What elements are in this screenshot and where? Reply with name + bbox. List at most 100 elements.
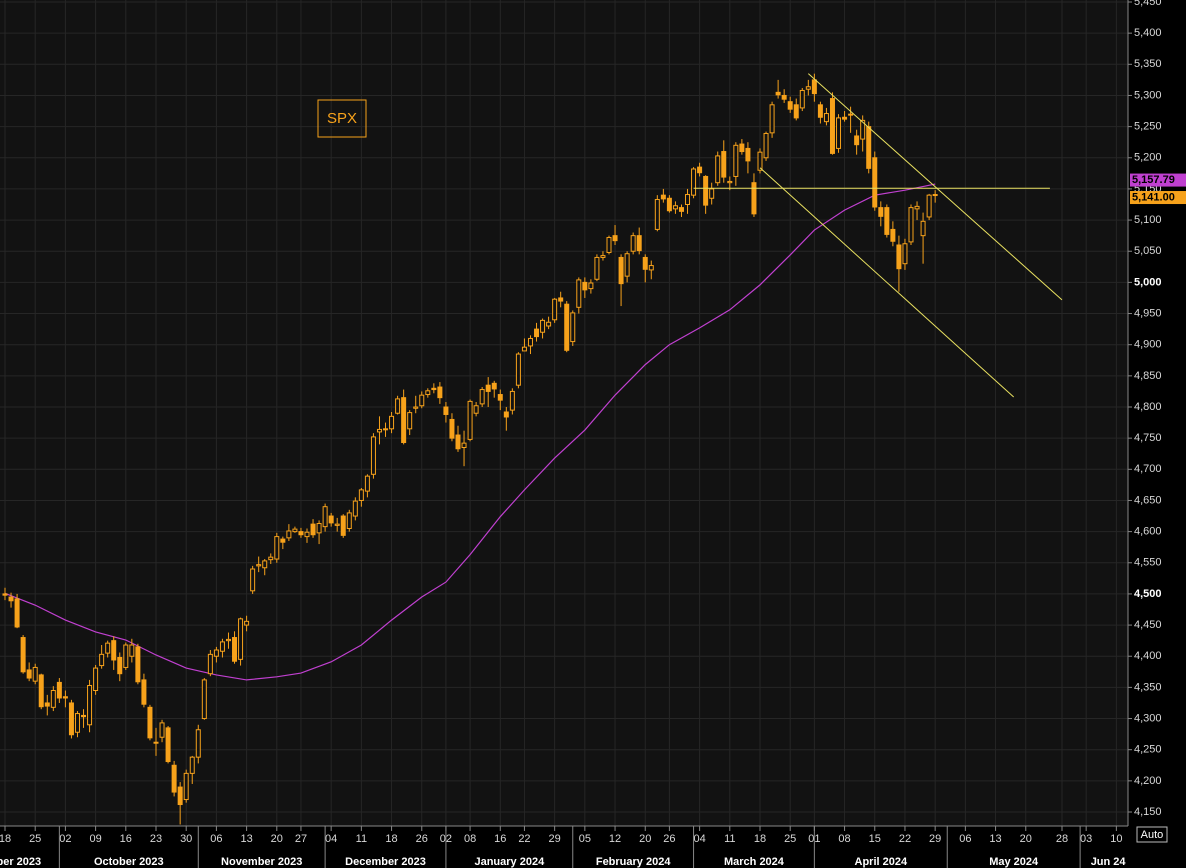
candle-body [534, 328, 540, 338]
month-label: January 2024 [474, 856, 545, 868]
auto-button[interactable] [1136, 826, 1168, 843]
candle-body [509, 390, 515, 411]
candle-body [685, 194, 691, 205]
candle-body [521, 346, 527, 352]
candle-body [244, 620, 250, 626]
x-tick-label: 15 [869, 833, 881, 845]
candle-body [648, 265, 654, 271]
candle-body [147, 706, 153, 739]
candle-body [219, 641, 225, 652]
candle-body [666, 197, 672, 212]
x-tick-label: 16 [494, 833, 506, 845]
x-tick-label: 18 [0, 833, 11, 845]
candle-body [262, 560, 268, 569]
y-tick-label: 4,300 [1134, 712, 1162, 724]
y-tick-label: 4,900 [1134, 339, 1162, 351]
candle-body [926, 194, 932, 218]
candle-body [678, 207, 684, 212]
axis-background [1128, 0, 1186, 868]
candle-body [932, 194, 938, 197]
candle-body [485, 384, 491, 392]
candle-body [207, 653, 213, 675]
candle-body [697, 166, 703, 174]
month-label: Jun 24 [1091, 856, 1127, 868]
candle-body [540, 319, 546, 333]
candle-body [745, 147, 751, 162]
y-tick-label: 4,400 [1134, 650, 1162, 662]
x-tick-label: 25 [784, 833, 796, 845]
candle-body [461, 442, 467, 448]
candle-body [842, 116, 848, 120]
moving-average [4, 183, 936, 681]
candle-body [268, 556, 274, 561]
y-tick-label: 5,050 [1134, 245, 1162, 257]
candle-body [552, 298, 558, 321]
candle-body [32, 666, 38, 682]
candle-body [238, 618, 244, 660]
candle-body [74, 713, 80, 733]
candle-body [860, 119, 866, 140]
candle-body [546, 321, 552, 327]
auto-button-label[interactable]: Auto [1141, 829, 1164, 841]
candle-body [582, 281, 588, 291]
candle-body [183, 772, 189, 801]
x-tick-label: 06 [210, 833, 222, 845]
y-tick-label: 4,200 [1134, 775, 1162, 787]
y-tick-label: 4,950 [1134, 307, 1162, 319]
x-tick-label: 12 [609, 833, 621, 845]
x-tick-label: 20 [1020, 833, 1032, 845]
candle-body [473, 405, 479, 414]
candle-body [491, 382, 497, 390]
x-tick-label: 04 [325, 833, 337, 845]
candle-body [890, 228, 896, 242]
candle-body [805, 86, 811, 90]
month-label: September 2023 [0, 856, 41, 868]
x-tick-label: 02 [59, 833, 71, 845]
x-tick-label: 29 [549, 833, 561, 845]
candle-body [896, 244, 902, 270]
x-tick-label: 10 [1110, 833, 1122, 845]
candle-body [189, 756, 195, 774]
candle-body [389, 415, 395, 430]
candle-body [823, 113, 829, 123]
x-tick-label: 30 [180, 833, 192, 845]
candle-body [310, 523, 316, 536]
candle-body [479, 389, 485, 405]
price-tag-label: 5,141.00 [1132, 191, 1175, 203]
candle-body [817, 104, 823, 118]
candle-body [68, 702, 74, 736]
x-tick-label: 22 [899, 833, 911, 845]
x-tick-label: 11 [356, 833, 367, 845]
candle-body [328, 515, 334, 524]
candle-body [527, 337, 533, 347]
candle-body [594, 256, 600, 280]
candle-body [195, 729, 201, 758]
month-label: March 2024 [724, 856, 785, 868]
candle-body [292, 528, 298, 533]
y-tick-label: 5,200 [1134, 152, 1162, 164]
x-tick-label: 16 [120, 833, 132, 845]
candle-body [781, 94, 787, 100]
trend-line [807, 73, 1063, 301]
candle-body [413, 406, 419, 409]
price-tag [1130, 191, 1186, 205]
candle-body [751, 182, 757, 215]
candle-body [497, 394, 503, 401]
candle-body [709, 188, 715, 199]
candle-body [225, 638, 231, 642]
x-tick-label: 18 [385, 833, 397, 845]
x-tick-label: 03 [1080, 833, 1092, 845]
candle-body [50, 690, 56, 708]
x-tick-label: 05 [579, 833, 591, 845]
candle-body [848, 113, 854, 116]
x-tick-label: 13 [240, 833, 252, 845]
y-tick-label: 4,450 [1134, 619, 1162, 631]
candle-body [811, 79, 817, 95]
candle-body [26, 669, 32, 679]
x-tick-label: 29 [929, 833, 941, 845]
month-label: November 2023 [221, 856, 302, 868]
candle-body [437, 386, 443, 399]
candle-body [588, 282, 594, 290]
candle-body [672, 205, 678, 210]
